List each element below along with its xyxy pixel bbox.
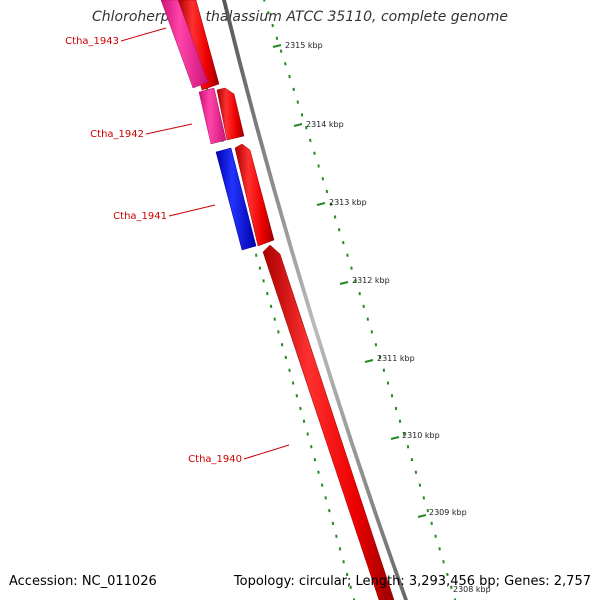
ruler-label-2313: 2313 kbp <box>329 198 367 207</box>
ruler-label-2310: 2310 kbp <box>402 431 440 440</box>
ruler-label-2315: 2315 kbp <box>285 41 323 50</box>
ruler-label-2314: 2314 kbp <box>306 120 344 129</box>
gene-label-ctha-1940: Ctha_1940 <box>188 454 242 465</box>
ruler-label-2312: 2312 kbp <box>352 276 390 285</box>
ruler-tick-2311 <box>364 359 374 363</box>
genome-backbone <box>222 0 408 600</box>
ruler-tick-2314 <box>293 123 303 127</box>
cds-forward-ctha-1940 <box>262 244 395 600</box>
gene-label-ctha-1941: Ctha_1941 <box>113 211 167 222</box>
cds-reverse-ctha-1942 <box>198 87 227 145</box>
cds-forward-ctha-1941 <box>234 143 275 247</box>
cds-forward-ctha-1942 <box>216 87 245 141</box>
label-leader-ctha-1943 <box>120 27 167 42</box>
ruler-label-2308: 2308 kbp <box>453 585 491 594</box>
ruler-tick-2312 <box>339 281 349 285</box>
genome-summary-text: Topology: circular; Length: 3,293,456 bp… <box>233 574 591 589</box>
label-leader-ctha-1942 <box>145 123 193 135</box>
ruler-label-2309: 2309 kbp <box>429 508 467 517</box>
dotted-track-outer <box>263 0 457 600</box>
gene-label-ctha-1942: Ctha_1942 <box>90 129 144 140</box>
ruler-tick-2310 <box>390 436 400 440</box>
cds-reverse-ctha-1941 <box>215 147 257 251</box>
ruler-major-ticks <box>272 44 427 518</box>
accession-text: Accession: NC_011026 <box>9 574 157 589</box>
gene-label-ctha-1943: Ctha_1943 <box>65 36 119 47</box>
ruler-tick-2313 <box>316 202 326 206</box>
label-leader-ctha-1941 <box>168 204 216 217</box>
cds-reverse-ctha-1943 <box>160 0 209 89</box>
ruler-tick-2309 <box>417 514 427 518</box>
label-leader-ctha-1940 <box>243 444 290 460</box>
ruler-label-2311: 2311 kbp <box>377 354 415 363</box>
ruler-tick-2315 <box>272 44 282 48</box>
